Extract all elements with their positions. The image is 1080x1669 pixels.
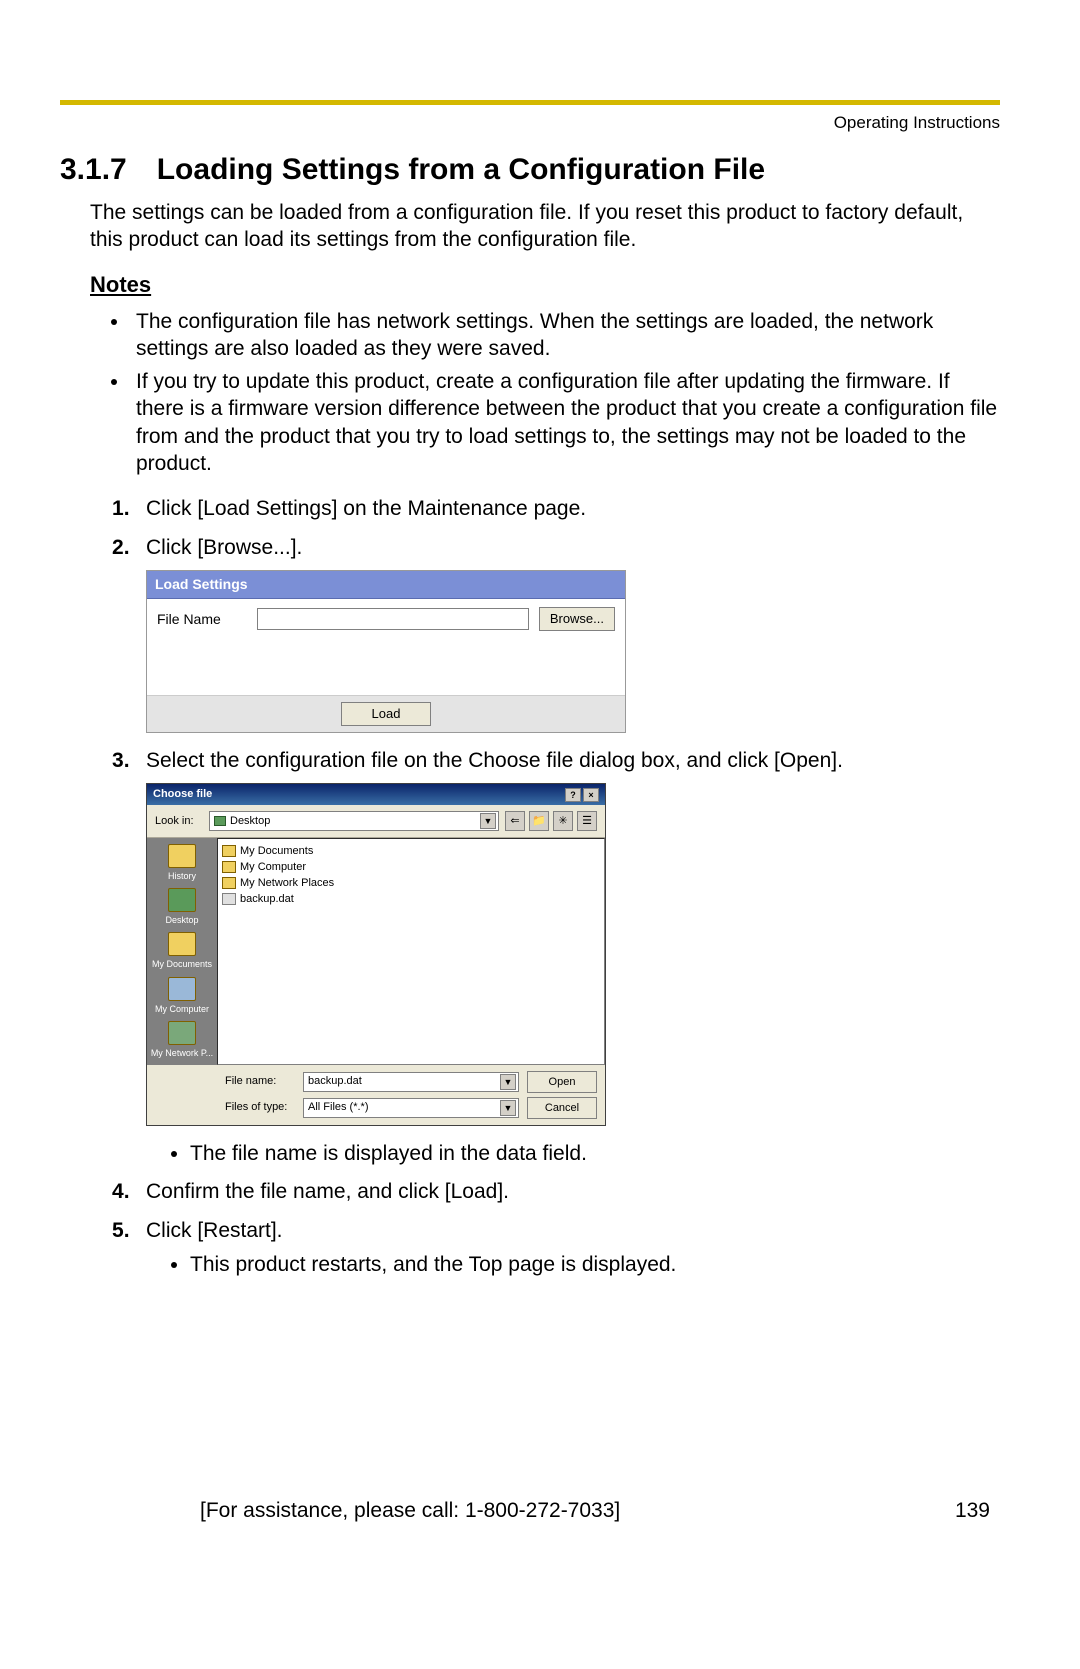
step-3-text: Select the configuration file on the Cho… <box>146 749 843 772</box>
up-folder-icon[interactable]: 📁 <box>529 811 549 831</box>
step-3: Select the configuration file on the Cho… <box>112 747 1000 1168</box>
file-name-value: backup.dat <box>308 1074 362 1089</box>
view-menu-icon[interactable]: ☰ <box>577 811 597 831</box>
file-item[interactable]: My Network Places <box>222 875 600 891</box>
close-icon[interactable]: × <box>583 788 599 802</box>
file-item-label: My Computer <box>240 860 306 875</box>
mycomp-icon <box>168 977 196 1001</box>
cancel-button[interactable]: Cancel <box>527 1097 597 1119</box>
places-mydocs-label: My Documents <box>152 959 212 969</box>
step-5-sublist: This product restarts, and the Top page … <box>190 1251 1000 1279</box>
desktop-place-icon <box>168 888 196 912</box>
load-panel-title: Load Settings <box>147 571 625 599</box>
back-icon[interactable]: ⇐ <box>505 811 525 831</box>
look-in-value: Desktop <box>214 814 270 829</box>
chevron-down-icon[interactable]: ▼ <box>500 1074 516 1090</box>
file-list-area[interactable]: My Documents My Computer My Network Plac… <box>217 838 605 1065</box>
section-number: 3.1.7 <box>60 153 127 187</box>
open-button[interactable]: Open <box>527 1071 597 1093</box>
mynet-icon <box>168 1021 196 1045</box>
file-item-label: My Network Places <box>240 876 334 891</box>
footer-assist: [For assistance, please call: 1-800-272-… <box>200 1499 620 1523</box>
file-icon <box>222 893 236 905</box>
step-5-text: Click [Restart]. <box>146 1219 283 1242</box>
file-name-input[interactable] <box>257 608 529 630</box>
file-item[interactable]: My Documents <box>222 843 600 859</box>
file-type-value: All Files (*.*) <box>308 1100 369 1115</box>
file-item-label: My Documents <box>240 844 313 859</box>
help-icon[interactable]: ? <box>565 788 581 802</box>
dialog-title-text: Choose file <box>153 787 212 802</box>
section-heading: 3.1.7 Loading Settings from a Configurati… <box>60 153 1000 187</box>
step-3-sublist: The file name is displayed in the data f… <box>190 1140 1000 1168</box>
steps-list: Click [Load Settings] on the Maintenance… <box>112 495 1000 1279</box>
dialog-titlebar: Choose file ? × <box>147 784 605 805</box>
places-mynetwork[interactable]: My Network P... <box>149 1019 215 1061</box>
panel-spacer <box>147 635 625 695</box>
file-type-combo[interactable]: All Files (*.*) ▼ <box>303 1098 519 1118</box>
page-footer: [For assistance, please call: 1-800-272-… <box>60 1499 1000 1523</box>
chevron-down-icon[interactable]: ▼ <box>500 1100 516 1116</box>
footer-page-number: 139 <box>955 1499 990 1523</box>
choose-file-dialog: Choose file ? × Look in: Desktop ▼ ⇐ 📁 <box>146 783 606 1126</box>
step-5: Click [Restart]. This product restarts, … <box>112 1217 1000 1280</box>
file-type-label: Files of type: <box>225 1100 295 1115</box>
step-5-sub-item: This product restarts, and the Top page … <box>190 1251 1000 1279</box>
step-4-text: Confirm the file name, and click [Load]. <box>146 1180 509 1203</box>
section-intro: The settings can be loaded from a config… <box>90 199 1000 254</box>
places-mycomp-label: My Computer <box>155 1004 209 1014</box>
file-name-bottom-label: File name: <box>225 1074 295 1089</box>
notes-list: The configuration file has network setti… <box>130 308 1000 478</box>
places-mydocuments[interactable]: My Documents <box>149 930 215 972</box>
file-name-label: File Name <box>157 610 247 629</box>
folder-icon <box>222 877 236 889</box>
file-item-label: backup.dat <box>240 892 294 907</box>
step-1: Click [Load Settings] on the Maintenance… <box>112 495 1000 523</box>
mydocs-icon <box>168 932 196 956</box>
history-icon <box>168 844 196 868</box>
notes-item: If you try to update this product, creat… <box>130 368 1000 477</box>
file-item[interactable]: My Computer <box>222 859 600 875</box>
file-item[interactable]: backup.dat <box>222 891 600 907</box>
section-title-text: Loading Settings from a Configuration Fi… <box>157 153 765 186</box>
load-button[interactable]: Load <box>341 702 431 726</box>
step-1-text: Click [Load Settings] on the Maintenance… <box>146 497 586 520</box>
places-desktop[interactable]: Desktop <box>149 886 215 928</box>
places-mynet-label: My Network P... <box>151 1048 213 1058</box>
step-3-sub-item: The file name is displayed in the data f… <box>190 1140 1000 1168</box>
places-desktop-label: Desktop <box>165 915 198 925</box>
folder-icon <box>222 845 236 857</box>
look-in-text: Desktop <box>230 815 270 827</box>
notes-heading: Notes <box>90 272 1000 298</box>
desktop-icon <box>214 816 226 826</box>
folder-icon <box>222 861 236 873</box>
step-2: Click [Browse...]. Load Settings File Na… <box>112 534 1000 733</box>
browse-button[interactable]: Browse... <box>539 607 615 631</box>
load-settings-panel: Load Settings File Name Browse... Load <box>146 570 626 733</box>
look-in-label: Look in: <box>155 814 203 829</box>
header-right-text: Operating Instructions <box>60 113 1000 133</box>
new-folder-icon[interactable]: ✳ <box>553 811 573 831</box>
places-mycomputer[interactable]: My Computer <box>149 975 215 1017</box>
places-history[interactable]: History <box>149 842 215 884</box>
notes-item: The configuration file has network setti… <box>130 308 1000 363</box>
places-bar: History Desktop My Documents My Computer… <box>147 838 217 1065</box>
places-history-label: History <box>168 871 196 881</box>
chevron-down-icon[interactable]: ▼ <box>480 813 496 829</box>
step-4: Confirm the file name, and click [Load]. <box>112 1178 1000 1206</box>
header-rule <box>60 100 1000 105</box>
file-name-combo[interactable]: backup.dat ▼ <box>303 1072 519 1092</box>
look-in-combo[interactable]: Desktop ▼ <box>209 811 499 831</box>
step-2-text: Click [Browse...]. <box>146 536 302 559</box>
